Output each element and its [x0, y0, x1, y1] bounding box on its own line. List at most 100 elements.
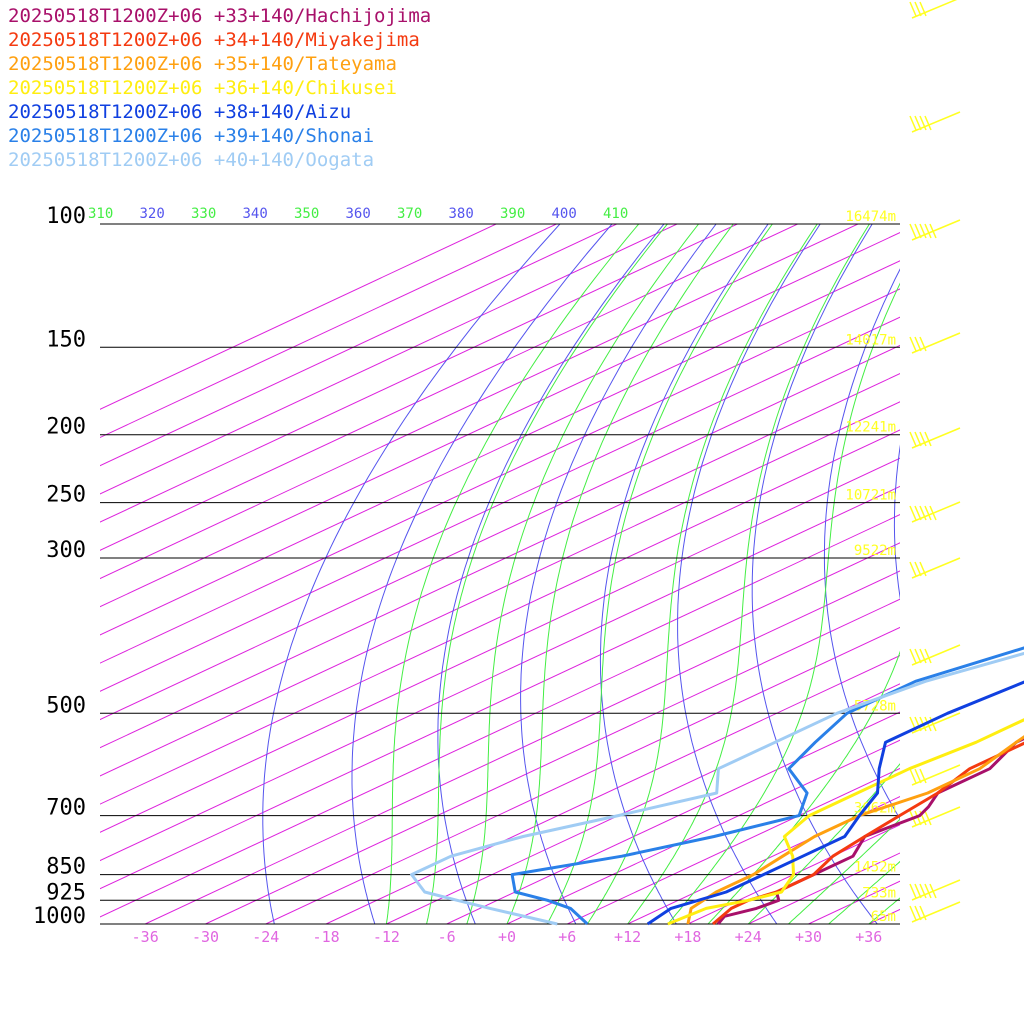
theta-label: 400 — [552, 206, 577, 222]
dry-adiabat-line — [599, 224, 769, 924]
temperature-tick-label: -36 — [132, 928, 159, 946]
wind-barb-icon — [909, 712, 961, 734]
height-label: 10721m — [845, 488, 896, 504]
isotherm-line — [100, 232, 900, 608]
dry-adiabat-line — [677, 224, 821, 924]
dry-adiabat-line — [437, 224, 665, 924]
height-label: 1452m — [854, 860, 896, 876]
isotherm-line — [100, 288, 900, 664]
legend-entry: 20250518T1200Z+06 +36+140/Chikusei — [8, 77, 397, 99]
legend-entry: 20250518T1200Z+06 +39+140/Shonai — [8, 125, 375, 147]
pressure-tick-label: 500 — [46, 693, 86, 718]
temperature-tick-label: +0 — [498, 928, 516, 946]
series-line — [667, 718, 1024, 926]
series-line — [646, 680, 1024, 926]
legend-entry: 20250518T1200Z+06 +33+140/Hachijojima — [8, 5, 432, 27]
wind-barb-icon — [909, 0, 958, 19]
moist-adiabat-line — [506, 224, 734, 924]
isotherm-line — [929, 156, 1024, 924]
legend-entry: 20250518T1200Z+06 +35+140/Tateyama — [8, 53, 397, 75]
isotherm-line — [808, 880, 900, 924]
wind-barb-icon — [909, 111, 961, 133]
pressure-tick-label: 925 — [46, 880, 86, 905]
theta-label: 370 — [397, 206, 422, 222]
isotherm-line — [446, 711, 900, 924]
chart-legend: 20250518T1200Z+06 +33+140/Hachijojima 202… — [8, 4, 431, 172]
height-label: 9522m — [854, 543, 896, 559]
temperature-tick-label: +36 — [855, 928, 882, 946]
theta-label: 330 — [191, 206, 216, 222]
wind-barb-icon — [909, 557, 961, 579]
temperature-tick-label: -12 — [373, 928, 400, 946]
legend-entry: 20250518T1200Z+06 +40+140/Oogata — [8, 149, 375, 171]
temperature-tick-label: +18 — [674, 928, 701, 946]
dry-adiabat-line — [262, 224, 561, 924]
isotherm-line — [100, 344, 900, 721]
theta-label: 320 — [140, 206, 165, 222]
wind-barb-icon — [909, 332, 961, 354]
moist-adiabat-line — [546, 224, 773, 924]
isotherm-line — [100, 457, 900, 833]
isotherm-line — [100, 260, 900, 636]
isotherm-line — [100, 224, 618, 467]
pressure-tick-label: 700 — [46, 796, 86, 821]
legend-entry: 20250518T1200Z+06 +38+140/Aizu — [8, 101, 352, 123]
wind-barb-icon — [909, 501, 961, 523]
series-line — [712, 741, 1024, 926]
pressure-tick-label: 250 — [46, 483, 86, 508]
pressure-tick-label: 150 — [46, 327, 86, 352]
wind-barb-icon — [909, 644, 961, 666]
isotherm-line — [265, 626, 900, 924]
theta-label: 380 — [449, 206, 474, 222]
dry-adiabat-line — [823, 268, 900, 820]
height-label: 733m — [862, 885, 896, 901]
isotherm-line — [567, 767, 900, 924]
dry-adiabat-line — [962, 192, 1024, 924]
wind-barb-icon — [909, 901, 961, 923]
series-line — [410, 651, 1024, 926]
isotherm-line — [386, 683, 900, 924]
series-line — [686, 735, 1024, 925]
pressure-tick-label: 1000 — [33, 904, 86, 929]
moist-adiabat-line — [788, 818, 900, 924]
temperature-tick-label: +24 — [735, 928, 762, 946]
pressure-tick-label: 100 — [46, 204, 86, 229]
temperature-tick-label: -18 — [313, 928, 340, 946]
isotherm-line — [100, 429, 900, 805]
theta-label: 310 — [88, 206, 113, 222]
temperature-tick-label: -6 — [438, 928, 456, 946]
temperature-tick-label: +6 — [558, 928, 576, 946]
isotherm-line — [506, 739, 900, 924]
height-label: 12241m — [845, 420, 896, 436]
isotherm-line — [144, 570, 900, 924]
isotherm-line — [100, 485, 900, 862]
isotherm-line — [100, 224, 739, 523]
theta-label: 340 — [243, 206, 268, 222]
wind-barb-icon — [909, 427, 961, 449]
isotherm-line — [100, 224, 799, 551]
temperature-tick-label: +30 — [795, 928, 822, 946]
theta-label: 390 — [500, 206, 525, 222]
wind-barb-icon — [909, 879, 961, 901]
isotherm-line — [100, 401, 900, 777]
isotherm-line — [100, 316, 900, 692]
dry-adiabat-line — [751, 224, 878, 924]
pressure-tick-label: 850 — [46, 855, 86, 880]
isotherm-line — [325, 655, 900, 924]
dry-adiabat-line — [520, 224, 717, 924]
moist-adiabat-line — [466, 224, 699, 924]
dry-adiabat-line — [351, 224, 613, 924]
isotherm-line — [205, 598, 900, 924]
dry-adiabat-line — [893, 444, 900, 600]
theta-label: 360 — [346, 206, 371, 222]
temperature-tick-label: -30 — [192, 928, 219, 946]
wind-barb-icon — [909, 764, 961, 786]
height-label: 65m — [871, 909, 896, 925]
legend-entry: 20250518T1200Z+06 +34+140/Miyakejima — [8, 29, 420, 51]
series-line — [510, 646, 1024, 926]
pressure-tick-label: 200 — [46, 415, 86, 440]
theta-label: 410 — [603, 206, 628, 222]
temperature-tick-label: +12 — [614, 928, 641, 946]
isotherm-line — [100, 224, 498, 410]
